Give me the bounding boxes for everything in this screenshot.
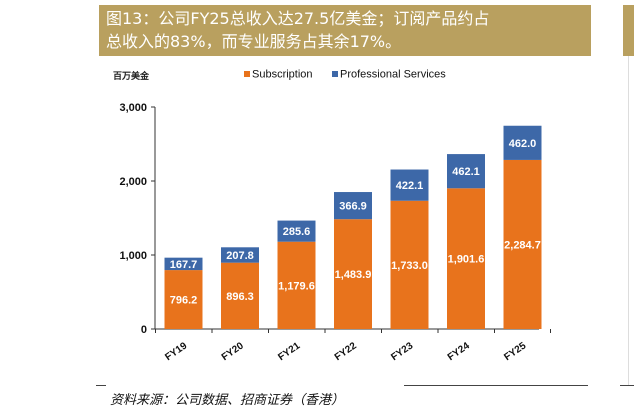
data-label-professional-services: 285.6 [283, 226, 311, 238]
data-label-professional-services: 462.1 [452, 166, 480, 178]
x-tick-label: FY21 [276, 340, 302, 363]
x-tick-label: FY20 [220, 340, 246, 363]
adjacent-column-edge [628, 56, 629, 386]
x-tick-label: FY25 [502, 340, 528, 363]
bar-professional-services-fy19 [164, 257, 203, 271]
source-note: 资料来源：公司数据、招商证券（香港） [110, 393, 345, 408]
data-label-professional-services: 422.1 [396, 180, 424, 192]
bar-professional-services-fy23 [390, 169, 429, 201]
data-label-subscription: 896.3 [226, 291, 254, 303]
figure-title-line1: 图13：公司FY25总收入达27.5亿美金；订阅产品约占 [106, 9, 490, 28]
bar-professional-services-fy25 [503, 125, 542, 160]
x-tick-label: FY24 [446, 340, 472, 363]
y-tick-label: 3,000 [119, 102, 147, 114]
y-tick-label: 0 [141, 324, 147, 336]
stacked-bar-chart: Subscription Professional Services 0 1,00… [119, 69, 551, 363]
legend-label-subscription: Subscription [252, 69, 313, 81]
x-tick-label: FY19 [163, 340, 189, 363]
legend-label-professional-services: Professional Services [340, 69, 446, 81]
footer-rule-main [404, 385, 588, 386]
bar-professional-services-fy20 [221, 247, 259, 263]
data-label-professional-services: 366.9 [339, 201, 367, 213]
bar-subscription-fy20 [221, 262, 259, 329]
figure-title-line2: 总收入的83%，而专业服务占其余17%。 [106, 32, 402, 51]
bar-subscription-fy19 [164, 270, 203, 329]
footer-rule-right [620, 385, 634, 386]
chart-legend: Subscription Professional Services [244, 69, 446, 81]
bar-subscription-fy25 [503, 159, 542, 329]
bar-subscription-fy21 [277, 241, 316, 329]
data-label-professional-services: 167.7 [170, 259, 198, 271]
y-axis-unit-label: 百万美金 [113, 72, 150, 82]
data-label-subscription: 2,284.7 [504, 239, 541, 251]
bar-subscription-fy22 [334, 219, 372, 329]
bar-subscription-fy23 [390, 200, 429, 329]
chart-data-labels: 796.2 167.7 896.3 207.8 1,179.6 285.6 1,483.9 3… [170, 138, 541, 307]
legend-swatch-subscription [244, 71, 250, 77]
bar-professional-services-fy24 [447, 154, 485, 189]
data-label-subscription: 1,733.0 [391, 260, 428, 272]
bar-professional-services-fy21 [277, 220, 316, 242]
data-label-subscription: 1,901.6 [448, 254, 485, 266]
data-label-professional-services: 207.8 [226, 250, 254, 262]
y-tick-label: 1,000 [119, 250, 147, 262]
adjacent-banner-strip [623, 5, 634, 56]
data-label-subscription: 1,179.6 [278, 280, 315, 292]
bar-professional-services-fy22 [334, 192, 372, 220]
data-label-subscription: 796.2 [170, 295, 198, 307]
y-tick-label: 2,000 [119, 176, 147, 188]
x-tick-label: FY22 [333, 340, 359, 363]
footer-rule-left [96, 385, 106, 386]
bar-subscription-fy24 [447, 188, 485, 329]
data-label-subscription: 1,483.9 [335, 269, 372, 281]
x-tick-label: FY23 [389, 340, 415, 363]
chart-bars [164, 125, 542, 329]
figure-title-banner: 图13：公司FY25总收入达27.5亿美金；订阅产品约占 总收入的83%，而专业… [99, 5, 591, 56]
data-label-professional-services: 462.0 [509, 138, 537, 150]
legend-swatch-professional-services [332, 71, 338, 77]
